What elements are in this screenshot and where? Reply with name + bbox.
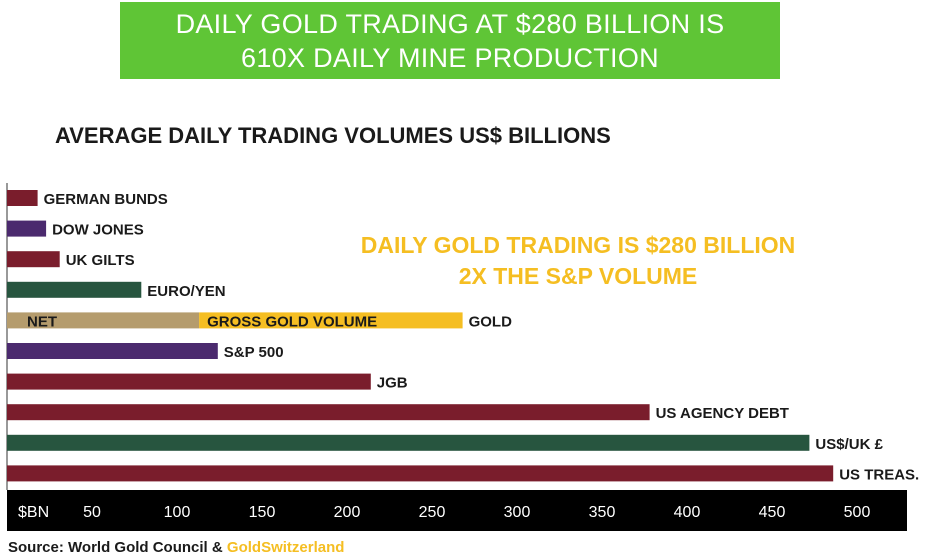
bar-us-uk [7,434,810,451]
x-tick-200: 200 [334,504,361,521]
x-tick-150: 150 [249,504,276,521]
bar-gold-gross-gold-volume [199,312,463,329]
bar-label-german-bunds: GERMAN BUNDS [44,191,168,208]
x-axis-ticks: 50 100 150 200 250 300 350 400 450 500 [83,504,870,521]
bar-german-bunds [7,190,38,206]
source-brand: GoldSwitzerland [227,539,345,556]
annotation-line-1: DAILY GOLD TRADING IS $280 BILLION [361,232,796,258]
x-tick-500: 500 [844,504,871,521]
headline-line-2: 610X DAILY MINE PRODUCTION [241,42,659,73]
x-tick-450: 450 [759,504,786,521]
bar-label-jgb: JGB [377,375,408,392]
headline-line-1: DAILY GOLD TRADING AT $280 BILLION IS [175,8,725,39]
x-axis-unit-label: $BN [18,504,49,521]
source-prefix: Source: World Gold Council & [8,539,227,556]
bar-label-uk-gilts: UK GILTS [66,252,135,269]
chart-title: AVERAGE DAILY TRADING VOLUMES US$ BILLIO… [55,123,611,148]
source-line: Source: World Gold Council & GoldSwitzer… [8,539,344,556]
bar-us-agency-debt [7,404,650,421]
x-axis-bar [7,490,907,531]
bar-label-gold: GOLD [469,313,512,330]
x-tick-50: 50 [83,504,101,521]
x-tick-350: 350 [589,504,616,521]
bar-label-us-uk: US$/UK £ [815,436,883,453]
bar-euro-yen [7,281,142,298]
segment-label-net: NET [27,313,57,330]
bar-jgb [7,373,371,390]
annotation-line-2: 2X THE S&P VOLUME [459,263,698,289]
bar-label-dow-jones: DOW JONES [52,222,144,239]
bars-layer: GERMAN BUNDS DOW JONES UK GILTS EURO/YEN NET… [7,190,919,483]
bar-uk-gilts [7,251,60,268]
segment-label-gross-gold-volume: GROSS GOLD VOLUME [207,313,377,330]
bar-label-us-treas: US TREAS. [839,466,919,483]
bar-us-treas [7,465,834,482]
bar-label-us-agency-debt: US AGENCY DEBT [656,405,789,422]
headline-banner: DAILY GOLD TRADING AT $280 BILLION IS 61… [120,2,780,79]
bar-label-s-p-500: S&P 500 [224,344,284,361]
bar-dow-jones [7,220,47,237]
bar-gold-net [7,312,200,329]
x-tick-100: 100 [164,504,191,521]
x-tick-400: 400 [674,504,701,521]
x-tick-300: 300 [504,504,531,521]
bar-label-euro-yen: EURO/YEN [147,283,225,300]
x-tick-250: 250 [419,504,446,521]
bar-s-p-500 [7,343,218,359]
